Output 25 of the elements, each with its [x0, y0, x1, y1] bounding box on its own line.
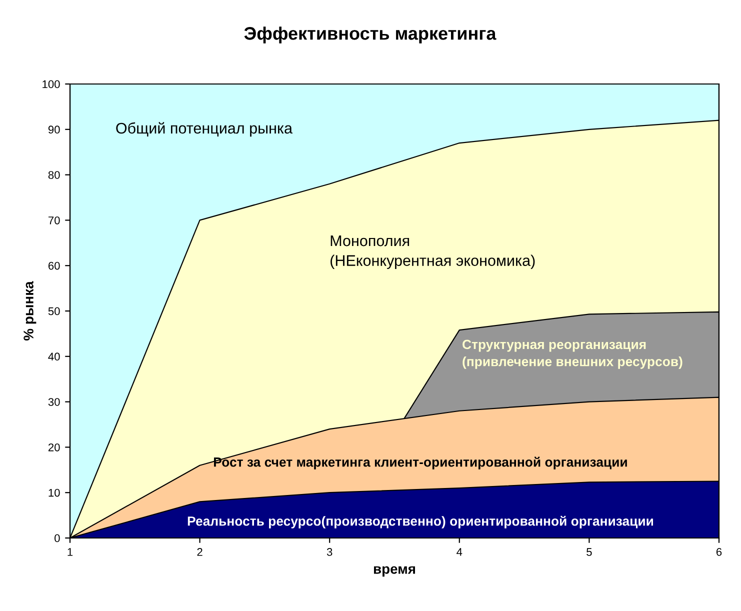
y-tick-label: 80 [48, 171, 60, 179]
y-tick-label: 50 [48, 307, 60, 316]
y-tick-label: 100 [42, 80, 60, 88]
series-label: Монополия (НЕконкурентная экономика) [330, 236, 535, 269]
x-tick-label: 2 [197, 548, 202, 556]
chart-title: Эффективность маркетинга [244, 26, 496, 44]
y-tick-label: 40 [48, 352, 60, 361]
x-tick-label: 5 [586, 548, 592, 556]
y-tick-label: 60 [48, 262, 60, 270]
x-tick-label: 1 [68, 548, 73, 556]
y-tick-label: 0 [54, 534, 60, 542]
series-label: Реальность ресурсо(производственно) ориентированной организации [188, 516, 653, 528]
y-tick-label: 30 [48, 398, 60, 406]
x-tick-label: 6 [716, 548, 722, 556]
x-tick-label: 3 [326, 548, 332, 556]
y-tick-label: 90 [48, 126, 60, 134]
y-tick-label: 10 [48, 488, 60, 497]
y-tick-label: 20 [48, 443, 60, 452]
y-tick-label: 70 [48, 216, 60, 224]
x-tick-label: 4 [456, 548, 462, 556]
series-label: Общий потенциал рынка [116, 122, 293, 137]
y-axis-title: % рынка [24, 281, 36, 340]
series-label: Рост за счет маркетинга клиент-ориентированной организации [214, 456, 627, 470]
x-axis-title: время [374, 566, 415, 577]
series-label: Структурная реорганизация (привлечение внешних ресурсов) [462, 340, 682, 369]
